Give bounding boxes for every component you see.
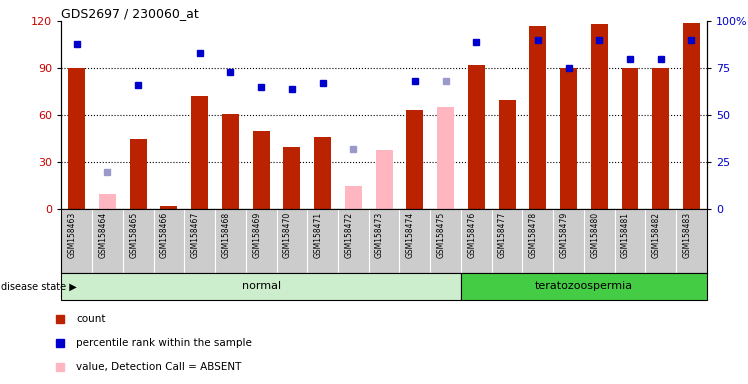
Bar: [406, 111, 423, 209]
Bar: [499, 99, 515, 209]
Text: GSM158471: GSM158471: [313, 212, 322, 258]
Text: GSM158476: GSM158476: [468, 212, 476, 258]
Bar: [61, 273, 461, 300]
Bar: [530, 26, 546, 209]
Bar: [345, 186, 362, 209]
Text: GSM158470: GSM158470: [283, 212, 292, 258]
Text: GDS2697 / 230060_at: GDS2697 / 230060_at: [61, 7, 199, 20]
Bar: [622, 68, 639, 209]
Bar: [283, 147, 301, 209]
Text: percentile rank within the sample: percentile rank within the sample: [76, 338, 252, 349]
Text: GSM158467: GSM158467: [191, 212, 200, 258]
Text: GSM158464: GSM158464: [99, 212, 108, 258]
Bar: [68, 68, 85, 209]
Bar: [191, 96, 208, 209]
Bar: [314, 137, 331, 209]
Bar: [652, 68, 669, 209]
Bar: [437, 108, 454, 209]
Text: GSM158474: GSM158474: [406, 212, 415, 258]
Text: GSM158481: GSM158481: [621, 212, 630, 258]
Text: GSM158477: GSM158477: [498, 212, 507, 258]
Bar: [129, 139, 147, 209]
Bar: [99, 194, 116, 209]
Text: GSM158463: GSM158463: [68, 212, 77, 258]
Text: GSM158475: GSM158475: [437, 212, 446, 258]
Text: GSM158478: GSM158478: [529, 212, 538, 258]
Text: disease state ▶: disease state ▶: [1, 281, 77, 291]
Text: GSM158482: GSM158482: [652, 212, 660, 258]
Text: GSM158468: GSM158468: [221, 212, 230, 258]
Bar: [161, 206, 177, 209]
Bar: [683, 23, 700, 209]
Text: value, Detection Call = ABSENT: value, Detection Call = ABSENT: [76, 362, 242, 372]
Bar: [222, 114, 239, 209]
Text: GSM158483: GSM158483: [682, 212, 691, 258]
Text: GSM158469: GSM158469: [252, 212, 261, 258]
Bar: [591, 24, 607, 209]
Text: GSM158473: GSM158473: [375, 212, 384, 258]
Text: GSM158479: GSM158479: [560, 212, 568, 258]
Text: GSM158465: GSM158465: [129, 212, 138, 258]
Bar: [253, 131, 269, 209]
Text: GSM158480: GSM158480: [590, 212, 599, 258]
Bar: [375, 150, 393, 209]
Text: count: count: [76, 314, 106, 324]
Text: GSM158466: GSM158466: [160, 212, 169, 258]
Text: GSM158472: GSM158472: [344, 212, 353, 258]
Bar: [468, 65, 485, 209]
Text: normal: normal: [242, 281, 280, 291]
Text: teratozoospermia: teratozoospermia: [535, 281, 633, 291]
Bar: [461, 273, 707, 300]
Bar: [560, 68, 577, 209]
